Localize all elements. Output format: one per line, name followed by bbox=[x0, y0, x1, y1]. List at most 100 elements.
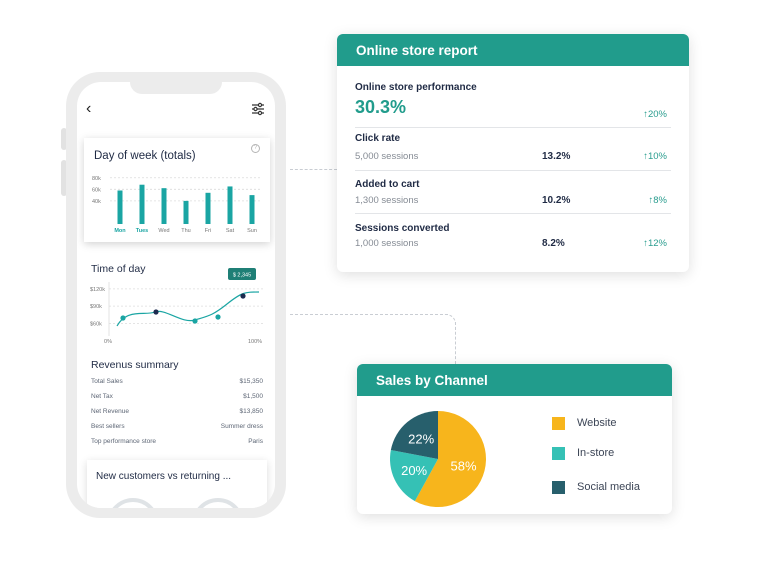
bar bbox=[249, 195, 255, 224]
revenue-row: Net Tax $1,500 bbox=[91, 393, 263, 400]
new-customers-title: New customers vs returning ... bbox=[96, 471, 232, 482]
tooltip-box bbox=[228, 268, 256, 280]
y-tick-label: 60k bbox=[92, 187, 101, 193]
y-tick-label: 80k bbox=[92, 176, 101, 182]
x-tick-label: 0% bbox=[104, 339, 112, 345]
donut-ring bbox=[107, 498, 159, 508]
phone-side-button bbox=[61, 160, 67, 196]
day-of-week-title: Day of week (totals) bbox=[94, 150, 196, 162]
y-tick-label: $120k bbox=[90, 287, 105, 293]
legend-label: Website bbox=[577, 417, 617, 429]
phone-screen: ‹ Day of week (totals) ? 80k 60k 40k Mon Tue… bbox=[77, 82, 275, 508]
metric-change: ↑8% bbox=[648, 195, 667, 206]
metric-change: ↑10% bbox=[643, 151, 667, 162]
connector-sales-vertical bbox=[455, 322, 456, 364]
data-point bbox=[120, 315, 126, 321]
data-point bbox=[240, 293, 246, 299]
x-tick-label: Tues bbox=[136, 228, 148, 234]
divider bbox=[355, 170, 671, 171]
data-point bbox=[153, 309, 159, 315]
pie-slice-label: 58% bbox=[451, 459, 477, 474]
revenue-row: Net Revenue $13,850 bbox=[91, 408, 263, 415]
pie-slice bbox=[390, 411, 438, 459]
time-of-day-title: Time of day bbox=[91, 263, 146, 275]
sales-title: Sales by Channel bbox=[357, 364, 672, 396]
phone-notch bbox=[130, 82, 222, 94]
metric-label: Added to cart bbox=[355, 179, 420, 190]
connector-corner bbox=[440, 314, 456, 330]
time-of-day-chart: $120k $90k $60k 0% 100% $ 2,345 bbox=[90, 268, 263, 345]
phone-side-button bbox=[61, 128, 67, 150]
legend-swatch bbox=[552, 481, 565, 494]
trend-line bbox=[116, 291, 260, 327]
donut-ring bbox=[192, 498, 244, 508]
tooltip-value: $ 2,345 bbox=[233, 273, 251, 279]
metric-sessions: 5,000 sessions bbox=[355, 151, 419, 162]
pie-slice bbox=[390, 450, 438, 502]
y-tick-label: $90k bbox=[90, 304, 102, 310]
revenue-row: Total Sales $15,350 bbox=[91, 378, 263, 385]
metric-label: Click rate bbox=[355, 133, 401, 144]
revenue-row-value: $13,850 bbox=[239, 408, 264, 415]
bar bbox=[183, 200, 189, 224]
revenue-row-label: Total Sales bbox=[91, 378, 123, 385]
x-tick-label: Sun bbox=[247, 228, 257, 234]
y-tick-label: 40k bbox=[92, 199, 101, 205]
revenue-row-value: Paris bbox=[248, 438, 263, 445]
performance-value: 30.3% bbox=[355, 97, 407, 117]
report-title: Online store report bbox=[337, 34, 689, 66]
x-tick-label: Wed bbox=[158, 228, 169, 234]
x-tick-label: Sat bbox=[226, 228, 235, 234]
bar bbox=[161, 188, 167, 224]
metric-percent: 10.2% bbox=[542, 195, 571, 206]
metric-percent: 13.2% bbox=[542, 151, 571, 162]
back-icon[interactable]: ‹ bbox=[86, 100, 92, 117]
divider bbox=[355, 213, 671, 214]
new-customers-card[interactable]: New customers vs returning ... bbox=[87, 460, 267, 508]
x-tick-label: Mon bbox=[114, 228, 126, 234]
performance-label: Online store performance bbox=[355, 82, 477, 93]
x-tick-label: Fri bbox=[205, 228, 211, 234]
bar bbox=[227, 186, 233, 224]
data-point bbox=[192, 318, 198, 324]
legend-label: In-store bbox=[577, 447, 615, 459]
x-tick-label: 100% bbox=[248, 339, 262, 345]
revenue-row: Best sellers Summer dress bbox=[91, 423, 263, 430]
revenue-summary-title: Revenus summary bbox=[91, 359, 179, 371]
metric-label: Sessions converted bbox=[355, 223, 450, 234]
revenue-row-value: $15,350 bbox=[239, 378, 264, 385]
data-point bbox=[215, 314, 221, 320]
filter-sliders-icon[interactable] bbox=[251, 102, 265, 116]
metric-percent: 8.2% bbox=[542, 238, 565, 249]
bar bbox=[139, 184, 145, 224]
revenue-row-label: Best sellers bbox=[91, 423, 125, 430]
revenue-row-label: Top performance store bbox=[91, 438, 157, 445]
help-icon[interactable]: ? bbox=[251, 144, 260, 153]
y-tick-label: $60k bbox=[90, 321, 102, 327]
connector-sales bbox=[290, 314, 448, 315]
revenue-row-value: Summer dress bbox=[220, 423, 263, 430]
legend-swatch bbox=[552, 447, 565, 460]
day-of-week-card[interactable]: Day of week (totals) ? 80k 60k 40k Mon Tues W… bbox=[84, 138, 270, 242]
legend-swatch bbox=[552, 417, 565, 430]
revenue-row-label: Net Revenue bbox=[91, 408, 129, 415]
bar bbox=[117, 190, 123, 224]
metric-sessions: 1,000 sessions bbox=[355, 238, 419, 249]
revenue-row: Top performance store Paris bbox=[91, 438, 263, 445]
day-of-week-chart: 80k 60k 40k Mon Tues Wed Thu Fri Sat Sun bbox=[92, 176, 262, 234]
sales-by-channel-card: Sales by Channel 58% 20% 22% Website In-st… bbox=[357, 364, 672, 514]
pie-slice bbox=[414, 411, 486, 507]
pie-slice-label: 22% bbox=[408, 432, 434, 447]
online-store-report-card: Online store report Online store perform… bbox=[337, 34, 689, 272]
bar bbox=[205, 192, 211, 224]
metric-change: ↑12% bbox=[643, 238, 667, 249]
revenue-row-value: $1,500 bbox=[243, 393, 263, 400]
metric-sessions: 1,300 sessions bbox=[355, 195, 419, 206]
revenue-row-label: Net Tax bbox=[91, 393, 113, 400]
connector-report bbox=[290, 169, 337, 170]
divider bbox=[355, 127, 671, 128]
legend-label: Social media bbox=[577, 481, 640, 493]
x-tick-label: Thu bbox=[181, 228, 190, 234]
sales-pie-chart: 58% 20% 22% bbox=[390, 411, 486, 507]
pie-slice-label: 20% bbox=[401, 463, 427, 478]
